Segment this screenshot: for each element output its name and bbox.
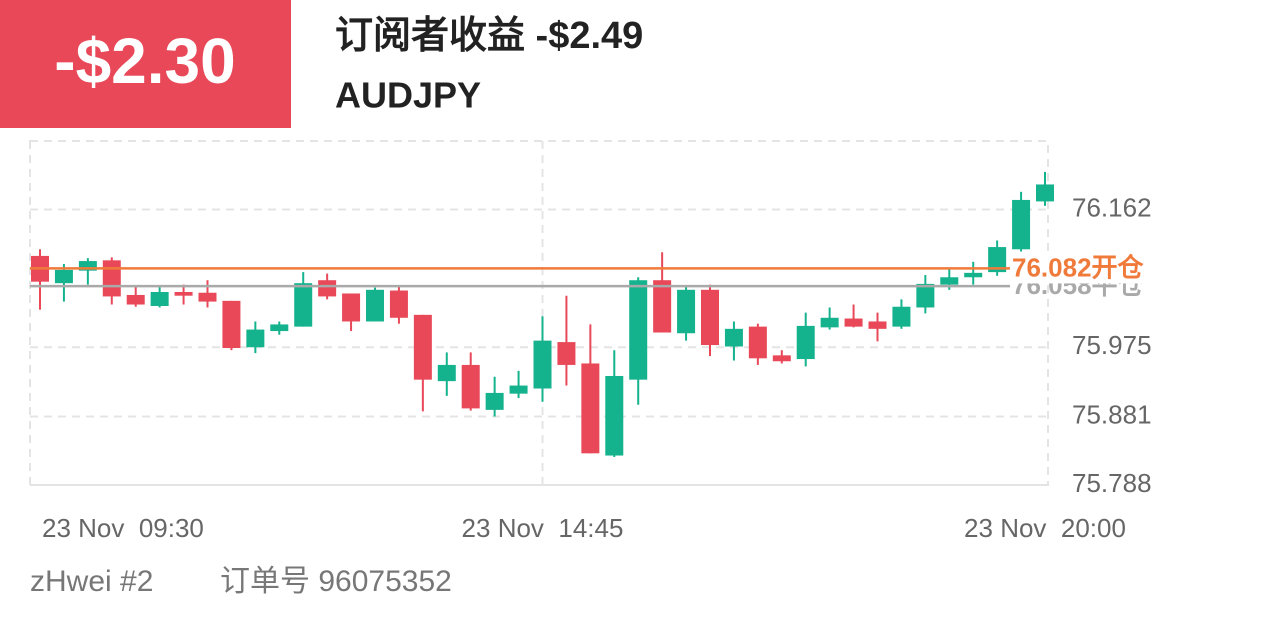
candle-body [413, 314, 432, 380]
candle-body [318, 280, 337, 297]
x-tick-label: 23 Nov 09:30 [42, 513, 204, 543]
y-tick-label: 75.881 [1072, 399, 1152, 429]
candle-body [916, 283, 935, 308]
candle-body [1036, 184, 1054, 202]
candle-body [150, 292, 169, 307]
candle-body [653, 280, 672, 333]
candle-body [533, 340, 552, 389]
x-tick-label: 23 Nov 14:45 [462, 513, 624, 543]
candle-body [509, 385, 528, 394]
level-label-bg [1010, 253, 1170, 284]
candle-body [174, 292, 193, 296]
pnl-value: -$2.30 [54, 25, 235, 97]
candle-body [126, 294, 145, 305]
candle-body [629, 280, 648, 380]
candle-body [222, 300, 241, 348]
candle-body [796, 325, 815, 360]
candle-body [748, 326, 767, 359]
candle-body [772, 355, 791, 362]
candle-body [557, 342, 576, 365]
candle-body [988, 247, 1007, 273]
y-tick-label: 75.788 [1072, 468, 1152, 498]
candle-body [270, 324, 289, 332]
candle-body [964, 272, 983, 278]
candle-body [485, 392, 504, 410]
x-tick-label: 23 Nov 20:00 [964, 513, 1126, 543]
pnl-badge [0, 0, 291, 128]
open-line-label: 76.082开仓 [1012, 252, 1145, 282]
y-tick-label: 76.162 [1072, 192, 1152, 222]
title: 订阅者收益 -$2.49 [335, 15, 643, 57]
candle-body [366, 289, 384, 322]
candle-body [677, 289, 696, 334]
y-tick-label: 75.975 [1072, 330, 1152, 360]
candle-body [198, 292, 217, 302]
candle-body [701, 289, 719, 346]
user: zHwei #2 [30, 565, 153, 598]
candle-body [102, 260, 121, 297]
candle-body [461, 364, 480, 409]
candle-body [820, 317, 839, 328]
candle-body [54, 269, 73, 284]
candle-body [892, 306, 911, 327]
symbol: AUDJPY [335, 75, 481, 116]
candle-body [78, 261, 97, 271]
plot-frame [29, 140, 1049, 486]
plot: 75.788 75.881 75.975 76.162 23 Nov 09:30 23 N… [30, 141, 1170, 543]
candle-body [581, 363, 600, 454]
candle-body [1012, 199, 1031, 250]
candle-body [940, 277, 959, 285]
candle-body [844, 318, 863, 327]
candle-body [246, 329, 265, 348]
candle-body [294, 283, 313, 327]
candle-body [724, 328, 743, 347]
candle-body [868, 321, 887, 329]
candle-body [342, 293, 361, 322]
candle-body [437, 364, 456, 382]
order-number: 订单号 96075352 [220, 565, 452, 598]
candle-body [389, 290, 408, 318]
candle-body [605, 375, 624, 456]
